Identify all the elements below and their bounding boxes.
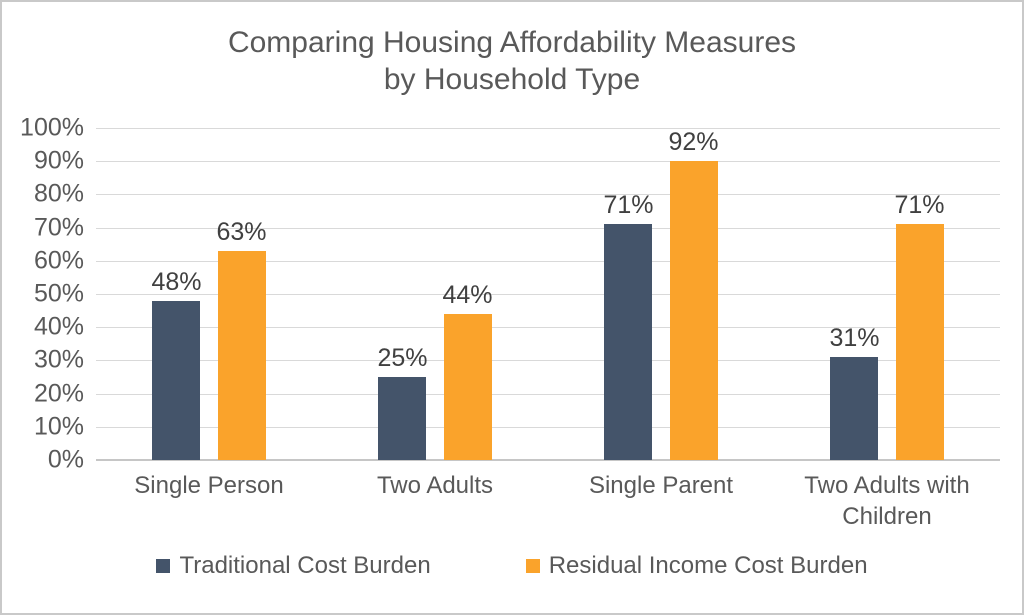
- gridline: [96, 294, 1000, 295]
- y-axis-tick-label: 60%: [33, 246, 84, 275]
- x-axis-label-single-parent: Single Parent: [588, 472, 734, 499]
- gridline: [96, 227, 1000, 229]
- gridline: [96, 161, 1000, 163]
- x-axis-label-two-adults: Two Adults: [376, 472, 494, 499]
- x-axis-line: [96, 459, 1000, 461]
- category-group-single-parent: 71% 92%: [548, 128, 774, 460]
- chart-title-line1: Comparing Housing Affordability Measures: [227, 26, 797, 59]
- y-axis: 0% 10% 20% 30% 40% 50% 60% 70% 80% 90% 100%: [12, 114, 96, 474]
- bar-residual-income-cost-burden-two-adults-with-children: [895, 224, 944, 460]
- y-axis-tick-label: 100%: [20, 113, 84, 142]
- y-axis-tick-label: 0%: [47, 445, 84, 474]
- bar-residual-income-cost-burden-single-parent: [669, 161, 718, 460]
- y-axis-tick-label: 10%: [33, 412, 84, 441]
- bar-wrap-residual-income-cost-burden-single-parent: 92%: [669, 128, 719, 460]
- bar-value-label: 71%: [894, 191, 945, 220]
- chart-title-line2: by Household Type: [383, 63, 641, 96]
- x-axis-label-two-adults-with-children: Two Adults with Children: [804, 472, 970, 530]
- bar-wrap-residual-income-cost-burden-two-adults: 44%: [443, 128, 493, 460]
- gridline: [96, 426, 1000, 428]
- legend-label-residual-income-cost-burden: Residual Income Cost Burden: [548, 552, 868, 579]
- bar-wrap-residual-income-cost-burden-two-adults-with-children: 71%: [895, 128, 945, 460]
- gridline: [96, 327, 1000, 329]
- bar-value-label: 71%: [603, 191, 654, 220]
- gridline: [96, 128, 1000, 129]
- bar-value-label: 44%: [442, 280, 493, 309]
- gridline: [96, 393, 1000, 395]
- bar-groups: 48% 63% 25% 44% 71% 92% 31% 71%: [96, 128, 1000, 460]
- legend-swatch-traditional-cost-burden: [156, 559, 171, 573]
- gridline: [96, 360, 1000, 362]
- bar-value-label: 63%: [216, 217, 267, 246]
- y-axis-tick-label: 40%: [33, 312, 84, 341]
- bar-traditional-cost-burden-two-adults: [378, 377, 427, 460]
- chart-area: 0% 10% 20% 30% 40% 50% 60% 70% 80% 90% 100% 48% 63%…: [12, 114, 1000, 474]
- y-axis-tick-label: 90%: [33, 146, 84, 175]
- legend-item-traditional-cost-burden: Traditional Cost Burden: [156, 552, 431, 580]
- bar-wrap-residual-income-cost-burden-single-person: 63%: [217, 128, 267, 460]
- bar-value-label: 25%: [377, 344, 428, 372]
- plot-area: 48% 63% 25% 44% 71% 92% 31% 71%: [96, 128, 1000, 461]
- chart-title: Comparing Housing Affordability Measures…: [2, 24, 1022, 98]
- bar-value-label: 92%: [668, 128, 719, 156]
- bar-wrap-traditional-cost-burden-two-adults-with-children: 31%: [829, 128, 880, 460]
- y-axis-tick-label: 70%: [33, 213, 84, 242]
- bar-wrap-traditional-cost-burden-single-parent: 71%: [603, 128, 654, 460]
- legend-item-residual-income-cost-burden: Residual Income Cost Burden: [525, 552, 868, 580]
- bar-value-label: 31%: [829, 324, 880, 353]
- bar-wrap-traditional-cost-burden-single-person: 48%: [151, 128, 202, 460]
- y-axis-tick-label: 20%: [33, 379, 84, 408]
- category-group-two-adults-with-children: 31% 71%: [774, 128, 1000, 460]
- category-group-two-adults: 25% 44%: [322, 128, 548, 460]
- y-axis-tick-label: 80%: [33, 179, 84, 208]
- gridline: [96, 260, 1000, 262]
- legend: Traditional Cost Burden Residual Income C…: [2, 552, 1022, 580]
- category-group-single-person: 48% 63%: [96, 128, 322, 460]
- bar-traditional-cost-burden-two-adults-with-children: [830, 357, 879, 460]
- x-axis-labels: Single Person Two Adults Single Parent Two …: [96, 470, 1000, 532]
- bar-value-label: 48%: [151, 267, 202, 296]
- gridline: [96, 194, 1000, 196]
- bar-wrap-traditional-cost-burden-two-adults: 25%: [377, 128, 428, 460]
- bar-traditional-cost-burden-single-person: [152, 300, 201, 460]
- bar-residual-income-cost-burden-single-person: [217, 250, 266, 460]
- legend-swatch-residual-income-cost-burden: [525, 559, 540, 573]
- bar-traditional-cost-burden-single-parent: [604, 224, 653, 460]
- x-axis-label-single-person: Single Person: [134, 472, 284, 499]
- y-axis-tick-label: 50%: [33, 279, 84, 308]
- bar-residual-income-cost-burden-two-adults: [443, 313, 492, 460]
- y-axis-tick-label: 30%: [33, 345, 84, 374]
- legend-label-traditional-cost-burden: Traditional Cost Burden: [179, 552, 431, 579]
